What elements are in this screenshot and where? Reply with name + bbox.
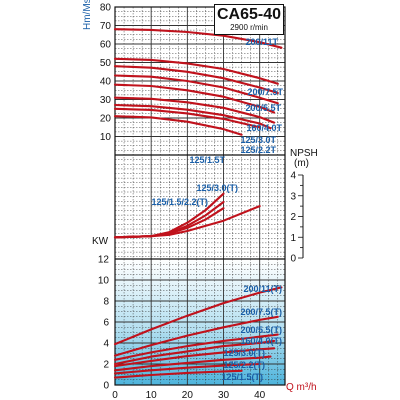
- grid: [114, 6, 304, 386]
- plot-frame: [114, 6, 286, 386]
- head-tick-label: 60: [100, 40, 112, 51]
- power-curve-label: 160/4.0(T): [240, 336, 282, 346]
- npsh-tick-label: 4: [290, 171, 296, 182]
- power-tick-label: 2: [103, 360, 109, 371]
- chart-subtitle: 2900 r/min: [230, 23, 268, 32]
- head-curve-label: 125/2.2T: [240, 145, 276, 155]
- npsh-tick-label: 3: [290, 191, 296, 202]
- power-curve-label: 200/5.5(T): [240, 325, 282, 335]
- power-tick-label: 8: [103, 297, 109, 308]
- head-curve: [113, 65, 279, 95]
- power-curve: [113, 362, 261, 375]
- power-curve: [113, 286, 283, 346]
- npsh-tick-label: 2: [290, 212, 296, 223]
- head-tick-label: 20: [100, 114, 112, 125]
- flow-axis-label: Q m³/h: [286, 382, 317, 393]
- head-axis-label: Hm/Mss: [82, 0, 93, 30]
- head-curve-label: 125/1.5T: [189, 155, 225, 165]
- npsh-curve: [113, 207, 225, 239]
- head-curve: [113, 96, 276, 124]
- power-curve-label: 125/1.5(T): [221, 372, 263, 382]
- npsh-tick-label: 1: [290, 233, 296, 244]
- head-curve: [113, 103, 272, 130]
- power-curve: [113, 333, 279, 361]
- npsh-tick-label: 0: [290, 254, 296, 265]
- power-curve: [113, 339, 276, 366]
- power-curve-label: 200/11(T): [243, 284, 282, 294]
- head-curve: [113, 83, 276, 114]
- head-curve-label: 200/11T: [245, 37, 278, 47]
- curves: [113, 28, 283, 379]
- power-tick-label: 12: [98, 255, 110, 266]
- npsh-curve-label: 125/3.0(T): [196, 183, 238, 193]
- npsh-curve: [113, 205, 261, 239]
- flow-tick-label: 40: [254, 390, 266, 400]
- head-curve-label: 200/5.5T: [245, 103, 281, 113]
- power-curve-label: 125/2.2(T): [223, 360, 265, 370]
- npsh-unit-label: (m): [294, 158, 309, 169]
- npsh-axis-label: NPSH: [290, 148, 318, 159]
- flow-tick-label: 20: [182, 390, 194, 400]
- head-tick-label: 50: [100, 58, 112, 69]
- power-tick-label: 10: [98, 276, 110, 287]
- power-curve: [113, 369, 243, 379]
- chart-title-box: CA65-40 2900 r/min: [214, 4, 284, 35]
- head-curve: [113, 115, 243, 136]
- head-curve-label: 160/4.0T: [246, 123, 282, 133]
- head-curve: [113, 74, 279, 105]
- head-tick-label: 70: [100, 21, 112, 32]
- head-tick-label: 40: [100, 77, 112, 88]
- power-curve-label: 200/7.5(T): [240, 307, 282, 317]
- npsh-curve-label: 125/1.5/2.2(T): [151, 197, 208, 207]
- head-tick-label: 10: [100, 132, 112, 143]
- power-curve: [113, 347, 276, 368]
- head-curve: [113, 107, 261, 129]
- flow-tick-label: 0: [112, 390, 118, 400]
- flow-tick-label: 30: [218, 390, 230, 400]
- power-tick-label: 4: [103, 339, 109, 350]
- flow-tick-label: 10: [146, 390, 158, 400]
- head-curve-label: 125/3.0T: [240, 135, 276, 145]
- head-curve: [113, 57, 279, 85]
- head-curve: [113, 28, 283, 49]
- power-curve-label: 125/3.0(T): [223, 348, 265, 358]
- head-curve-label: 200/7.5T: [247, 87, 283, 97]
- power-tick-label: 6: [103, 318, 109, 329]
- power-axis-label: KW: [92, 236, 109, 247]
- head-tick-label: 80: [100, 3, 112, 14]
- power-tick-label: 0: [103, 381, 109, 392]
- power-curve: [113, 315, 279, 357]
- head-tick-label: 30: [100, 95, 112, 106]
- power-curve: [113, 355, 272, 372]
- curve-labels: 200/11T200/7.5T200/5.5T160/4.0T125/3.0T1…: [151, 37, 283, 382]
- chart-title: CA65-40: [216, 6, 282, 23]
